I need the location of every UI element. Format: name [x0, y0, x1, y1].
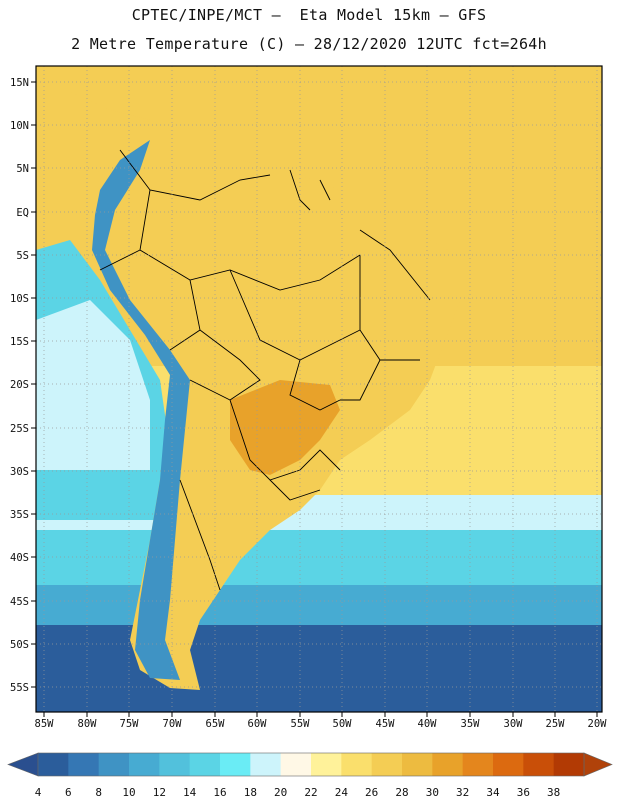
lat-tick-label: 5N [16, 163, 29, 175]
lat-tick-label: 15S [10, 336, 29, 348]
colorbar-label: 18 [244, 786, 257, 799]
lat-tick-label: 15N [10, 77, 29, 89]
lat-tick-label: 20S [10, 379, 29, 391]
lon-tick-label: 25W [546, 718, 566, 730]
lon-tick-label: 50W [333, 718, 353, 730]
colorbar-swatch [432, 753, 464, 776]
lon-tick-label: 65W [206, 718, 226, 730]
lat-tick-label: 55S [10, 682, 29, 694]
colorbar-swatch [493, 753, 524, 776]
colorbar-swatch [341, 753, 373, 776]
colorbar-swatch [280, 753, 312, 776]
colorbar-swatch [220, 753, 251, 776]
colorbar-label: 22 [304, 786, 317, 799]
lat-tick-label: 35S [10, 509, 29, 521]
colorbar-swatch [462, 753, 494, 776]
colorbar-label: 20 [274, 786, 287, 799]
colorbar-label: 6 [65, 786, 72, 799]
lon-tick-label: 85W [35, 718, 55, 730]
lon-tick-label: 45W [376, 718, 396, 730]
lat-tick-label: 10N [10, 120, 29, 132]
longitude-axis: 85W 80W 75W 70W 65W 60W 55W 50W 45W 40W 35W 30W 25W 2… [35, 712, 608, 730]
lon-tick-label: 40W [418, 718, 438, 730]
midlatitude-cool-band [36, 585, 602, 630]
colorbar-swatch [68, 753, 100, 776]
colorbar-label: 28 [395, 786, 408, 799]
lon-tick-label: 20W [588, 718, 608, 730]
colorbar-swatch [159, 753, 191, 776]
colorbar-label: 34 [486, 786, 500, 799]
colorbar-label: 32 [456, 786, 469, 799]
lat-tick-label: 45S [10, 596, 29, 608]
colorbar-swatch [402, 753, 433, 776]
lon-tick-label: 55W [291, 718, 311, 730]
midlatitude-mild-band [36, 530, 602, 590]
heat-core-region [230, 380, 340, 475]
lon-tick-label: 30W [504, 718, 524, 730]
lon-tick-label: 70W [163, 718, 183, 730]
colorbar-swatch [129, 753, 160, 776]
lat-tick-label: 50S [10, 639, 29, 651]
colorbar-label: 24 [335, 786, 349, 799]
lat-tick-label: 5S [16, 250, 29, 262]
lon-tick-label: 35W [461, 718, 481, 730]
colorbar-label: 30 [426, 786, 439, 799]
colorbar-left-arrow [7, 752, 39, 777]
colorbar-label: 38 [547, 786, 560, 799]
colorbar-swatch [189, 753, 221, 776]
south-america-landmass [36, 90, 470, 690]
lat-tick-label: 25S [10, 423, 29, 435]
colorbar-label: 4 [35, 786, 42, 799]
colorbar-label: 14 [183, 786, 197, 799]
country-borders [99, 149, 431, 591]
colorbar-frame [37, 752, 585, 777]
colorbar-label: 8 [95, 786, 102, 799]
colorbar-right-arrow [583, 752, 613, 777]
lat-tick-label: 40S [10, 552, 29, 564]
map-plot-area[interactable] [36, 66, 602, 715]
map-title-variable: 2 Metre Temperature (C) – 28/12/2020 12U… [71, 35, 547, 53]
colorbar-swatch [250, 753, 282, 776]
lat-tick-label: EQ [16, 207, 29, 219]
lon-tick-label: 75W [120, 718, 140, 730]
colorbar-swatch [38, 753, 69, 776]
colorbar-swatch [553, 753, 585, 776]
southern-cold-band [36, 625, 602, 712]
colorbar-label: 16 [213, 786, 226, 799]
pacific-pale-water [36, 300, 150, 470]
lon-tick-label: 60W [248, 718, 268, 730]
map-frame [35, 65, 603, 713]
latitude-axis: 15N 10N 5N EQ 5S 10S 15S 20S 25S 30S 35S 40S 45S 50S 5… [10, 77, 36, 694]
lat-tick-label: 30S [10, 466, 29, 478]
colorbar-label: 10 [122, 786, 135, 799]
colorbar-swatch [311, 753, 342, 776]
andes-cold-ridge [92, 140, 190, 680]
colorbar-swatch [98, 753, 130, 776]
colorbar-label: 36 [517, 786, 530, 799]
colorbar-swatch [523, 753, 555, 776]
colorbar-label: 12 [153, 786, 166, 799]
colorbar-swatch [371, 753, 403, 776]
lon-tick-label: 80W [78, 718, 98, 730]
temperature-colorbar: 4 6 8 10 12 14 16 18 20 22 24 26 28 30 32 34 36 38 [7, 752, 613, 799]
map-title-model: CPTEC/INPE/MCT – Eta Model 15km – GFS [131, 6, 487, 24]
colorbar-label: 26 [365, 786, 378, 799]
lat-tick-label: 10S [10, 293, 29, 305]
